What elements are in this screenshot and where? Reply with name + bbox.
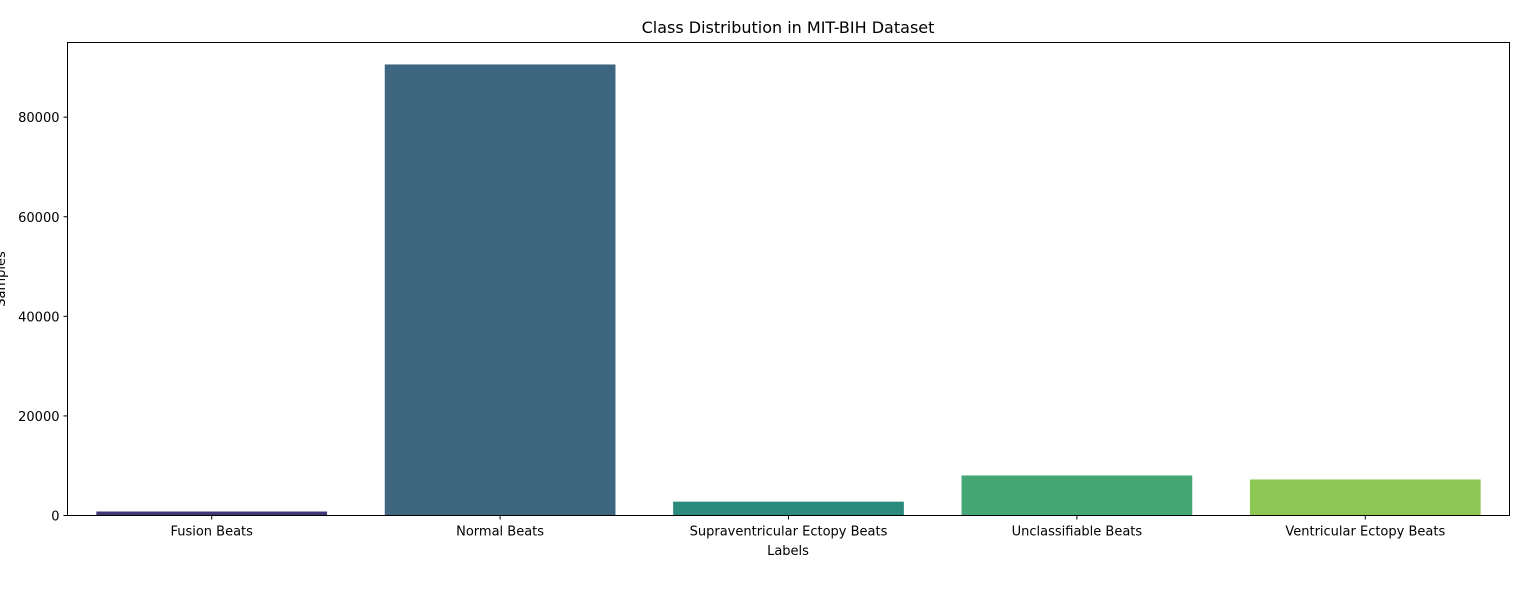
bar-0 (96, 511, 328, 516)
plot-frame (67, 42, 1510, 516)
y-tick-label-3: 60000 (18, 211, 59, 226)
chart-title: Class Distribution in MIT-BIH Dataset (642, 18, 935, 37)
x-tick-label-4: Ventricular Ectopy Beats (1285, 525, 1445, 540)
x-tick-label-1: Normal Beats (456, 525, 544, 540)
y-tick-label-0: 0 (51, 510, 59, 525)
y-tick-label-1: 20000 (18, 410, 59, 425)
bars-group (96, 64, 1481, 516)
bar-1 (384, 64, 616, 516)
bar-4 (1249, 479, 1481, 516)
x-axis-label: Labels (767, 544, 809, 559)
x-tick-label-2: Supraventricular Ectopy Beats (690, 525, 888, 540)
x-tick-label-0: Fusion Beats (170, 525, 253, 540)
bar-2 (673, 501, 904, 516)
x-tick-label-3: Unclassifiable Beats (1012, 525, 1143, 540)
ticks-group: Fusion Beats Normal Beats Supraventricular… (18, 111, 1445, 539)
bar-3 (961, 475, 1193, 516)
y-tick-label-2: 40000 (18, 310, 59, 325)
y-axis-label: Samples (0, 251, 9, 307)
y-tick-label-4: 80000 (18, 111, 59, 126)
